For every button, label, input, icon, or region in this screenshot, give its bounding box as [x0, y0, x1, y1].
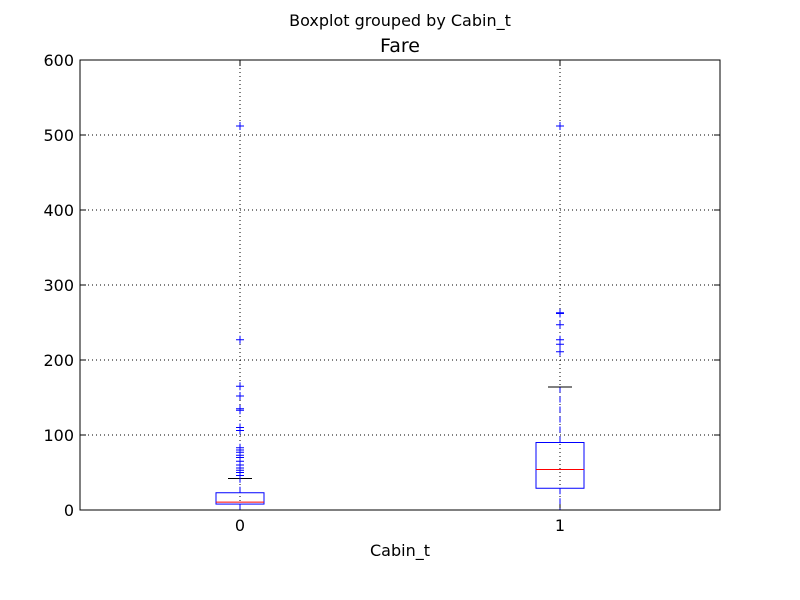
y-axis-ticks: 0 100 200 300 400 500 600 — [43, 51, 720, 520]
x-axis-label: Cabin_t — [370, 541, 430, 561]
y-tick-label: 200 — [43, 351, 74, 370]
grid-lines — [80, 60, 720, 510]
y-tick-label: 300 — [43, 276, 74, 295]
x-tick-label: 0 — [235, 516, 245, 535]
outlier-point — [236, 335, 244, 344]
outlier-point — [556, 122, 564, 130]
y-tick-label: 400 — [43, 201, 74, 220]
box-iqr — [535, 442, 585, 489]
box-iqr — [215, 492, 265, 505]
chart-title: Fare — [380, 35, 420, 57]
plot-area-frame — [79, 59, 721, 511]
y-tick-label: 600 — [43, 51, 74, 70]
box-group-0 — [215, 122, 265, 511]
outlier-point — [556, 320, 564, 329]
outlier-point — [556, 347, 564, 356]
y-tick-label: 500 — [43, 126, 74, 145]
outlier-point — [236, 404, 244, 413]
outlier-point — [236, 443, 244, 452]
box-series — [215, 122, 585, 511]
outlier-point — [236, 382, 244, 391]
y-tick-label: 0 — [64, 501, 74, 520]
outlier-point — [556, 335, 564, 344]
y-tick-label: 100 — [43, 426, 74, 445]
outlier-point — [236, 392, 244, 400]
outlier-point — [236, 423, 244, 432]
chart-suptitle: Boxplot grouped by Cabin_t — [289, 11, 511, 31]
outlier-point — [556, 308, 564, 317]
x-tick-label: 1 — [555, 516, 565, 535]
outlier-point — [236, 122, 244, 130]
